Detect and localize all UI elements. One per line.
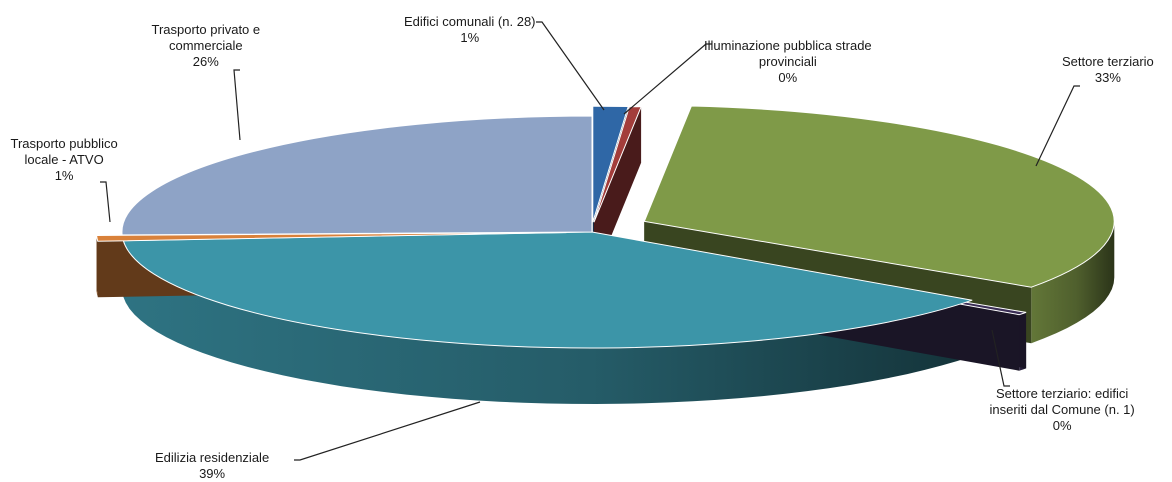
- data-label-edifici-comunali-n-28: Edifici comunali (n. 28)1%: [404, 14, 536, 46]
- data-label-value: 26%: [152, 54, 261, 70]
- leader-line-trasporto-privato-e-commerciale: [234, 70, 240, 140]
- data-label-line: inseriti dal Comune (n. 1): [990, 402, 1135, 418]
- leader-line-illuminazione-pubblica-strade-provinciali: [624, 44, 712, 114]
- data-label-line: Trasporto pubblico: [11, 136, 118, 152]
- data-label-line: Illuminazione pubblica strade: [704, 38, 872, 54]
- leader-line-edilizia-residenziale: [294, 402, 480, 460]
- data-label-line: Trasporto privato e: [152, 22, 261, 38]
- slice-trasporto-privato-e-commerciale: [122, 116, 592, 235]
- data-label-value: 1%: [11, 168, 118, 184]
- data-label-value: 0%: [990, 418, 1135, 434]
- data-label-value: 33%: [1062, 70, 1154, 86]
- data-label-line: Settore terziario: [1062, 54, 1154, 70]
- leader-line-edifici-comunali-n-28: [536, 22, 604, 110]
- data-label-line: Edifici comunali (n. 28): [404, 14, 536, 30]
- leader-line-trasporto-pubblico-locale-atvo: [100, 182, 110, 222]
- data-label-value: 1%: [404, 30, 536, 46]
- data-label-line: commerciale: [152, 38, 261, 54]
- data-label-line: provinciali: [704, 54, 872, 70]
- data-label-value: 0%: [704, 70, 872, 86]
- leader-line-settore-terziario: [1036, 86, 1080, 166]
- data-label-line: Settore terziario: edifici: [990, 386, 1135, 402]
- data-label-line: locale - ATVO: [11, 152, 118, 168]
- data-label-line: Edilizia residenziale: [155, 450, 269, 466]
